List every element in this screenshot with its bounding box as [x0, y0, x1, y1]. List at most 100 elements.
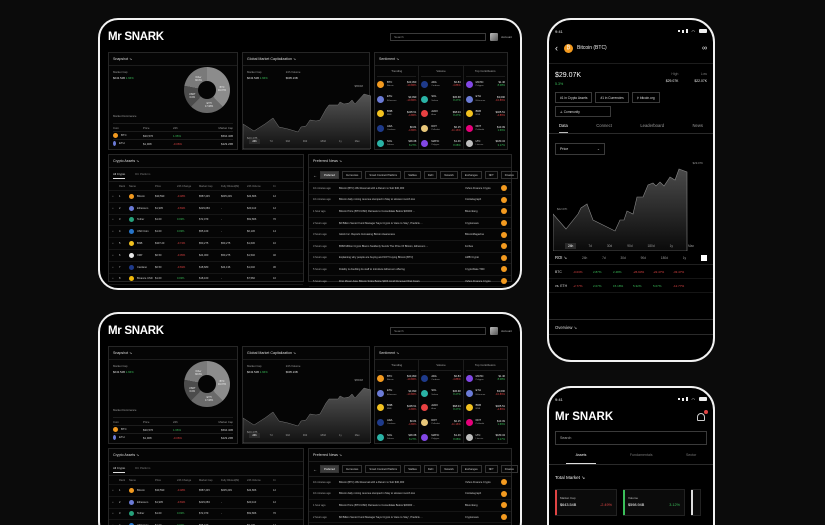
news-item[interactable]: 1 hour ago Bitcoin Price (BTC/USD) Retrea… — [309, 500, 511, 512]
roi-title[interactable]: ROI ↘ — [555, 255, 568, 260]
news-item[interactable]: 1 hour ago Bitcoin Price (BTC/USD) Retrea… — [309, 206, 511, 218]
timeframe-max[interactable]: Max — [354, 140, 360, 143]
timeframe-30d[interactable]: 30d — [285, 434, 290, 437]
timeframe-7d[interactable]: 7d — [269, 434, 273, 437]
search-input[interactable]: Search — [390, 33, 487, 41]
news-item[interactable]: 10 minutes ago Bitcoin daily mining reven… — [309, 489, 511, 501]
global-market-title[interactable]: Global Market Capitalization ↘ — [243, 347, 369, 360]
tag-rank-currencies[interactable]: #1 in Currencies — [595, 92, 629, 103]
table-row[interactable]: ≡ 7 Cardano $0.50 -0.69% $18,680 $24,136 $1,040… — [109, 262, 303, 274]
preferred-news-title[interactable]: Preferred News ↘ — [309, 449, 511, 462]
metric-select[interactable]: Price ⌄ — [555, 143, 605, 155]
sentiment-item[interactable]: ETH Ethereum $3,090 -10.86% — [377, 386, 416, 401]
sentiment-item[interactable]: ADA Cardano $0.84 -4.86% — [421, 371, 461, 386]
news-chip[interactable]: Currencies — [341, 465, 363, 473]
sentiment-item[interactable]: MATIC Polygon $1.46 8.08% — [421, 136, 461, 151]
table-row[interactable]: BTC $30,576 1.66% $594.40B — [113, 425, 233, 433]
sentiment-item[interactable]: SOL Solana $36.68 8.27% — [421, 92, 461, 107]
table-row[interactable]: ≡ 3 Tether $1.00 0.03% $72,079- $52,806 70 — [109, 215, 303, 227]
roi-toggle-checkbox[interactable] — [700, 254, 707, 261]
news-chip[interactable]: DeFi — [423, 171, 438, 179]
sentiment-item[interactable]: BTC Bitcoin $43,390 -10.86% — [377, 77, 416, 92]
tab-dc-platform[interactable]: DC Platform — [135, 466, 151, 470]
table-row[interactable]: ≡ 2 Ethereum $1,905 -0.69% $229,083- $20,110 12 — [109, 497, 303, 509]
news-chip[interactable]: Network — [440, 465, 458, 473]
timeframe-180d[interactable]: 180d — [647, 244, 655, 248]
tag-community[interactable]: ♙ Community — [555, 106, 611, 117]
table-row[interactable]: ≡ 5 BNB $307.20 -0.74% $50,275 $50,275 $1,630 10 — [109, 238, 303, 250]
drag-handle-icon[interactable]: ≡ — [112, 512, 114, 516]
news-chip[interactable]: DeFi — [423, 465, 438, 473]
sentiment-item[interactable]: SOL Solana $36.68 8.27% — [377, 136, 416, 151]
drag-handle-icon[interactable]: ≡ — [112, 242, 114, 246]
compare-icon[interactable]: ∞ — [702, 44, 707, 52]
notification-bell-icon[interactable] — [697, 410, 708, 421]
sentiment-item[interactable]: LTC Litecoin $180.34 3.17% — [465, 136, 505, 151]
table-row[interactable]: ≡ 8 Binance USD $1.00 0.03% $18,160- $7,560 10 — [109, 274, 303, 286]
sentiment-item[interactable]: BTC Bitcoin $43,390 -10.86% — [377, 371, 416, 386]
sentiment-item[interactable]: SOL Solana $36.68 8.27% — [421, 386, 461, 401]
tab-news[interactable]: News — [692, 123, 703, 128]
tab-data[interactable]: Data — [559, 123, 568, 133]
news-chip[interactable]: NFT — [484, 465, 498, 473]
news-chip[interactable]: Exchanges — [460, 171, 482, 179]
search-input[interactable]: Search — [555, 431, 707, 445]
sentiment-item[interactable]: BNB BNB $405.51 -4.86% — [377, 107, 416, 122]
news-item[interactable]: 10 minutes ago Bitcoin (BTC) Wk Reversal … — [309, 477, 511, 489]
tab-sector[interactable]: Sector — [685, 453, 697, 457]
back-arrow-icon[interactable]: ‹ — [555, 43, 558, 53]
sentiment-title[interactable]: Sentiment ↘ — [375, 347, 507, 360]
news-chip[interactable]: Stables — [404, 171, 421, 179]
chips-prev-arrow-icon[interactable]: ← — [313, 466, 317, 472]
timeframe-180d[interactable]: 180d — [320, 434, 326, 437]
overview-section[interactable]: Overview ↘ — [549, 319, 713, 335]
sentiment-item[interactable]: BNB BNB $405.51 -4.86% — [465, 401, 505, 416]
timeframe-1y[interactable]: 1y — [669, 244, 673, 248]
preferred-news-title[interactable]: Preferred News ↘ — [309, 155, 511, 168]
timeframe-24h[interactable]: 24h — [249, 139, 260, 144]
snapshot-title[interactable]: Snapshot ↘ — [109, 347, 237, 360]
drag-handle-icon[interactable]: ≡ — [112, 206, 114, 210]
drag-handle-icon[interactable]: ≡ — [112, 230, 114, 234]
news-chip[interactable]: Preferred — [320, 171, 339, 179]
sentiment-item[interactable]: MATIC Polygon $1.46 8.08% — [421, 430, 461, 445]
sentiment-item[interactable]: LTC Litecoin $180.34 3.17% — [465, 430, 505, 445]
table-row[interactable]: ≡ 6 XRP $0.50 -0.05% $24,060 $50,275 $1,540 40 — [109, 250, 303, 262]
timeframe-24h[interactable]: 24h — [564, 243, 577, 249]
table-row[interactable]: ≡ 2 Ethereum $1,905 -0.69% $229,083- $20,110 12 — [109, 203, 303, 215]
timeframe-7d[interactable]: 7d — [588, 244, 592, 248]
tab-assets[interactable]: Assets — [565, 453, 597, 464]
sentiment-item[interactable]: DOT Polkadot $0.15 -11.16% — [421, 415, 461, 430]
news-item[interactable]: 2 hours ago $6 Billion Senior Fund Manage… — [309, 218, 511, 230]
avatar[interactable] — [490, 327, 499, 335]
table-row[interactable]: ≡ 1 Bitcoin $30,590 -0.48% $587,245 $635,239 $2… — [109, 485, 303, 497]
table-row[interactable]: ≡ 1 Bitcoin $30,590 -0.48% $587,245 $635,239 $2… — [109, 191, 303, 203]
timeframe-30d[interactable]: 30d — [285, 140, 290, 143]
tag-rank-crypto[interactable]: #1 in Crypto Assets — [555, 92, 593, 103]
market-cap-card[interactable]: Market Cap $643.54B -2.49% — [555, 489, 617, 516]
timeframe-90d[interactable]: 90d — [627, 244, 633, 248]
drag-handle-icon[interactable]: ≡ — [112, 277, 114, 281]
sentiment-item[interactable]: AVAX Avax $68.04 8.27% — [421, 401, 461, 416]
crypto-assets-title[interactable]: Crypto Assets ↘ — [109, 449, 303, 462]
news-item[interactable]: 4 hours ago Explaining why people are buy… — [309, 253, 511, 265]
search-input[interactable]: Search — [390, 327, 487, 335]
sentiment-item[interactable]: ADA Cardano $0.84 -4.86% — [377, 415, 416, 430]
drag-handle-icon[interactable]: ≡ — [112, 265, 114, 269]
table-row[interactable]: ≡ 3 Tether $1.00 0.03% $72,079- $52,806 70 — [109, 509, 303, 521]
sentiment-item[interactable]: BNB BNB $405.51 -4.86% — [465, 107, 505, 122]
timeframe-90d[interactable]: 90d — [302, 140, 308, 143]
news-item[interactable]: 5 hours ago First Mover Asia: Bitcoin Sin… — [309, 276, 511, 288]
chips-prev-arrow-icon[interactable]: ← — [313, 172, 317, 178]
global-market-title[interactable]: Global Market Capitalization ↘ — [243, 53, 369, 66]
news-item[interactable]: 3 hours ago $568 Million Crypto Bloom Sud… — [309, 241, 511, 253]
table-row[interactable]: BTC $30,576 1.66% $594.40B — [113, 131, 233, 139]
sentiment-item[interactable]: DOT Polkadot $0.15 -11.16% — [421, 121, 461, 136]
account-link[interactable]: Account — [501, 329, 512, 333]
news-chip[interactable]: Finance — [500, 171, 518, 179]
sentiment-item[interactable]: MATIC Polygon $1.46 8.08% — [465, 77, 505, 92]
tab-fundamentals[interactable]: Fundamentals — [629, 453, 653, 457]
news-chip[interactable]: Network — [440, 171, 458, 179]
